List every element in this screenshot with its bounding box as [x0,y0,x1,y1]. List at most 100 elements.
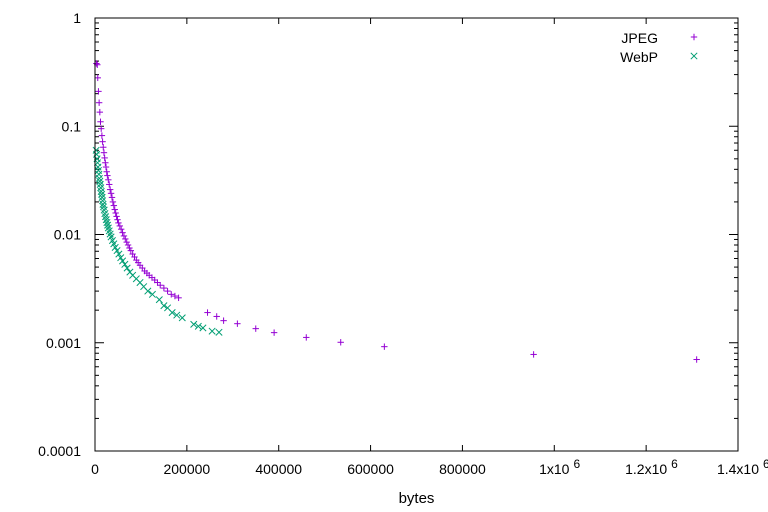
data-point [157,282,164,289]
data-point [199,324,207,332]
data-point [115,219,122,227]
data-point [119,257,127,265]
data-point [97,187,105,195]
data-point [171,292,179,300]
data-point [173,311,181,319]
data-point [105,176,112,184]
data-point [96,108,104,116]
data-point [114,216,121,223]
data-point [102,159,109,166]
data-point [115,250,123,258]
data-point [103,168,110,175]
x-axis-title: bytes [399,490,435,507]
data-point [108,194,116,201]
data-point [104,172,111,179]
data-point [104,221,112,229]
y-tick-label: 0.01 [54,227,81,243]
y-tick-label: 1 [73,10,81,26]
data-point [168,291,175,298]
data-point [123,264,131,272]
data-point [164,287,171,295]
legend: JPEG WebP [620,30,698,65]
data-point [190,320,198,328]
data-point [100,144,107,151]
data-point [121,260,129,268]
data-point [303,334,310,341]
x-tick-label: 400000 [255,461,302,477]
data-point [98,132,106,139]
data-point [124,241,132,249]
data-point [160,302,168,310]
data-point [178,314,186,322]
data-point [213,313,220,320]
series-webp [92,146,223,336]
data-point [693,356,700,363]
data-point [101,154,108,162]
data-point [155,296,163,304]
legend-item-jpeg: JPEG [621,30,698,46]
x-tick-label: 0 [91,461,99,477]
plot-frame [94,17,739,452]
data-point [117,225,125,233]
data-point [113,213,120,220]
y-tick-label: 0.0001 [38,443,81,459]
data-point [208,327,216,335]
data-point [95,88,102,95]
x-tick-exponent: 6 [573,457,580,471]
data-point [154,279,161,286]
legend-marker [690,52,698,60]
x-tick-label: 600000 [347,461,394,477]
x-tick-label: 1.2x10 [625,461,667,477]
data-point [148,290,156,298]
data-point [144,287,152,295]
data-point [95,174,103,182]
data-point [123,238,130,246]
y-axis-ticks: 1 0.1 0.01 0.001 0.0001 [38,10,738,459]
data-point [111,206,118,213]
data-point [117,254,125,262]
legend-label: JPEG [621,30,658,46]
data-point [111,243,119,251]
data-point [102,216,110,224]
data-point [530,351,537,358]
data-point [112,209,119,217]
x-tick-label: 800000 [439,461,486,477]
data-point [194,322,202,330]
data-point [160,284,168,292]
x-tick-label: 1.4x10 [717,461,759,477]
data-point [234,320,241,327]
data-point [270,329,278,336]
series-layer [92,60,700,363]
data-point [102,163,110,171]
data-point [168,309,176,317]
data-point [113,247,121,255]
data-point [100,149,108,156]
x-tick-exponent: 6 [671,457,678,471]
y-tick-label: 0.001 [46,335,81,351]
data-point [127,247,135,254]
data-point [110,202,118,209]
x-tick-label: 1x10 [539,461,570,477]
data-point [106,181,113,188]
legend-marker [690,33,698,41]
data-point [106,186,114,193]
data-point [381,343,388,350]
data-point [107,233,115,241]
x-tick-exponent: 6 [763,457,768,471]
data-point [94,74,101,82]
series-jpeg [93,60,700,363]
data-point [99,200,107,208]
data-point [103,218,111,227]
data-point [98,125,105,132]
x-tick-label: 200000 [163,461,210,477]
legend-label: WebP [620,49,658,65]
legend-item-webp: WebP [620,49,698,65]
data-point [337,339,344,346]
data-point [215,328,223,336]
data-point [116,222,124,230]
data-point [120,232,128,240]
data-point [99,138,106,145]
data-point [95,99,103,106]
